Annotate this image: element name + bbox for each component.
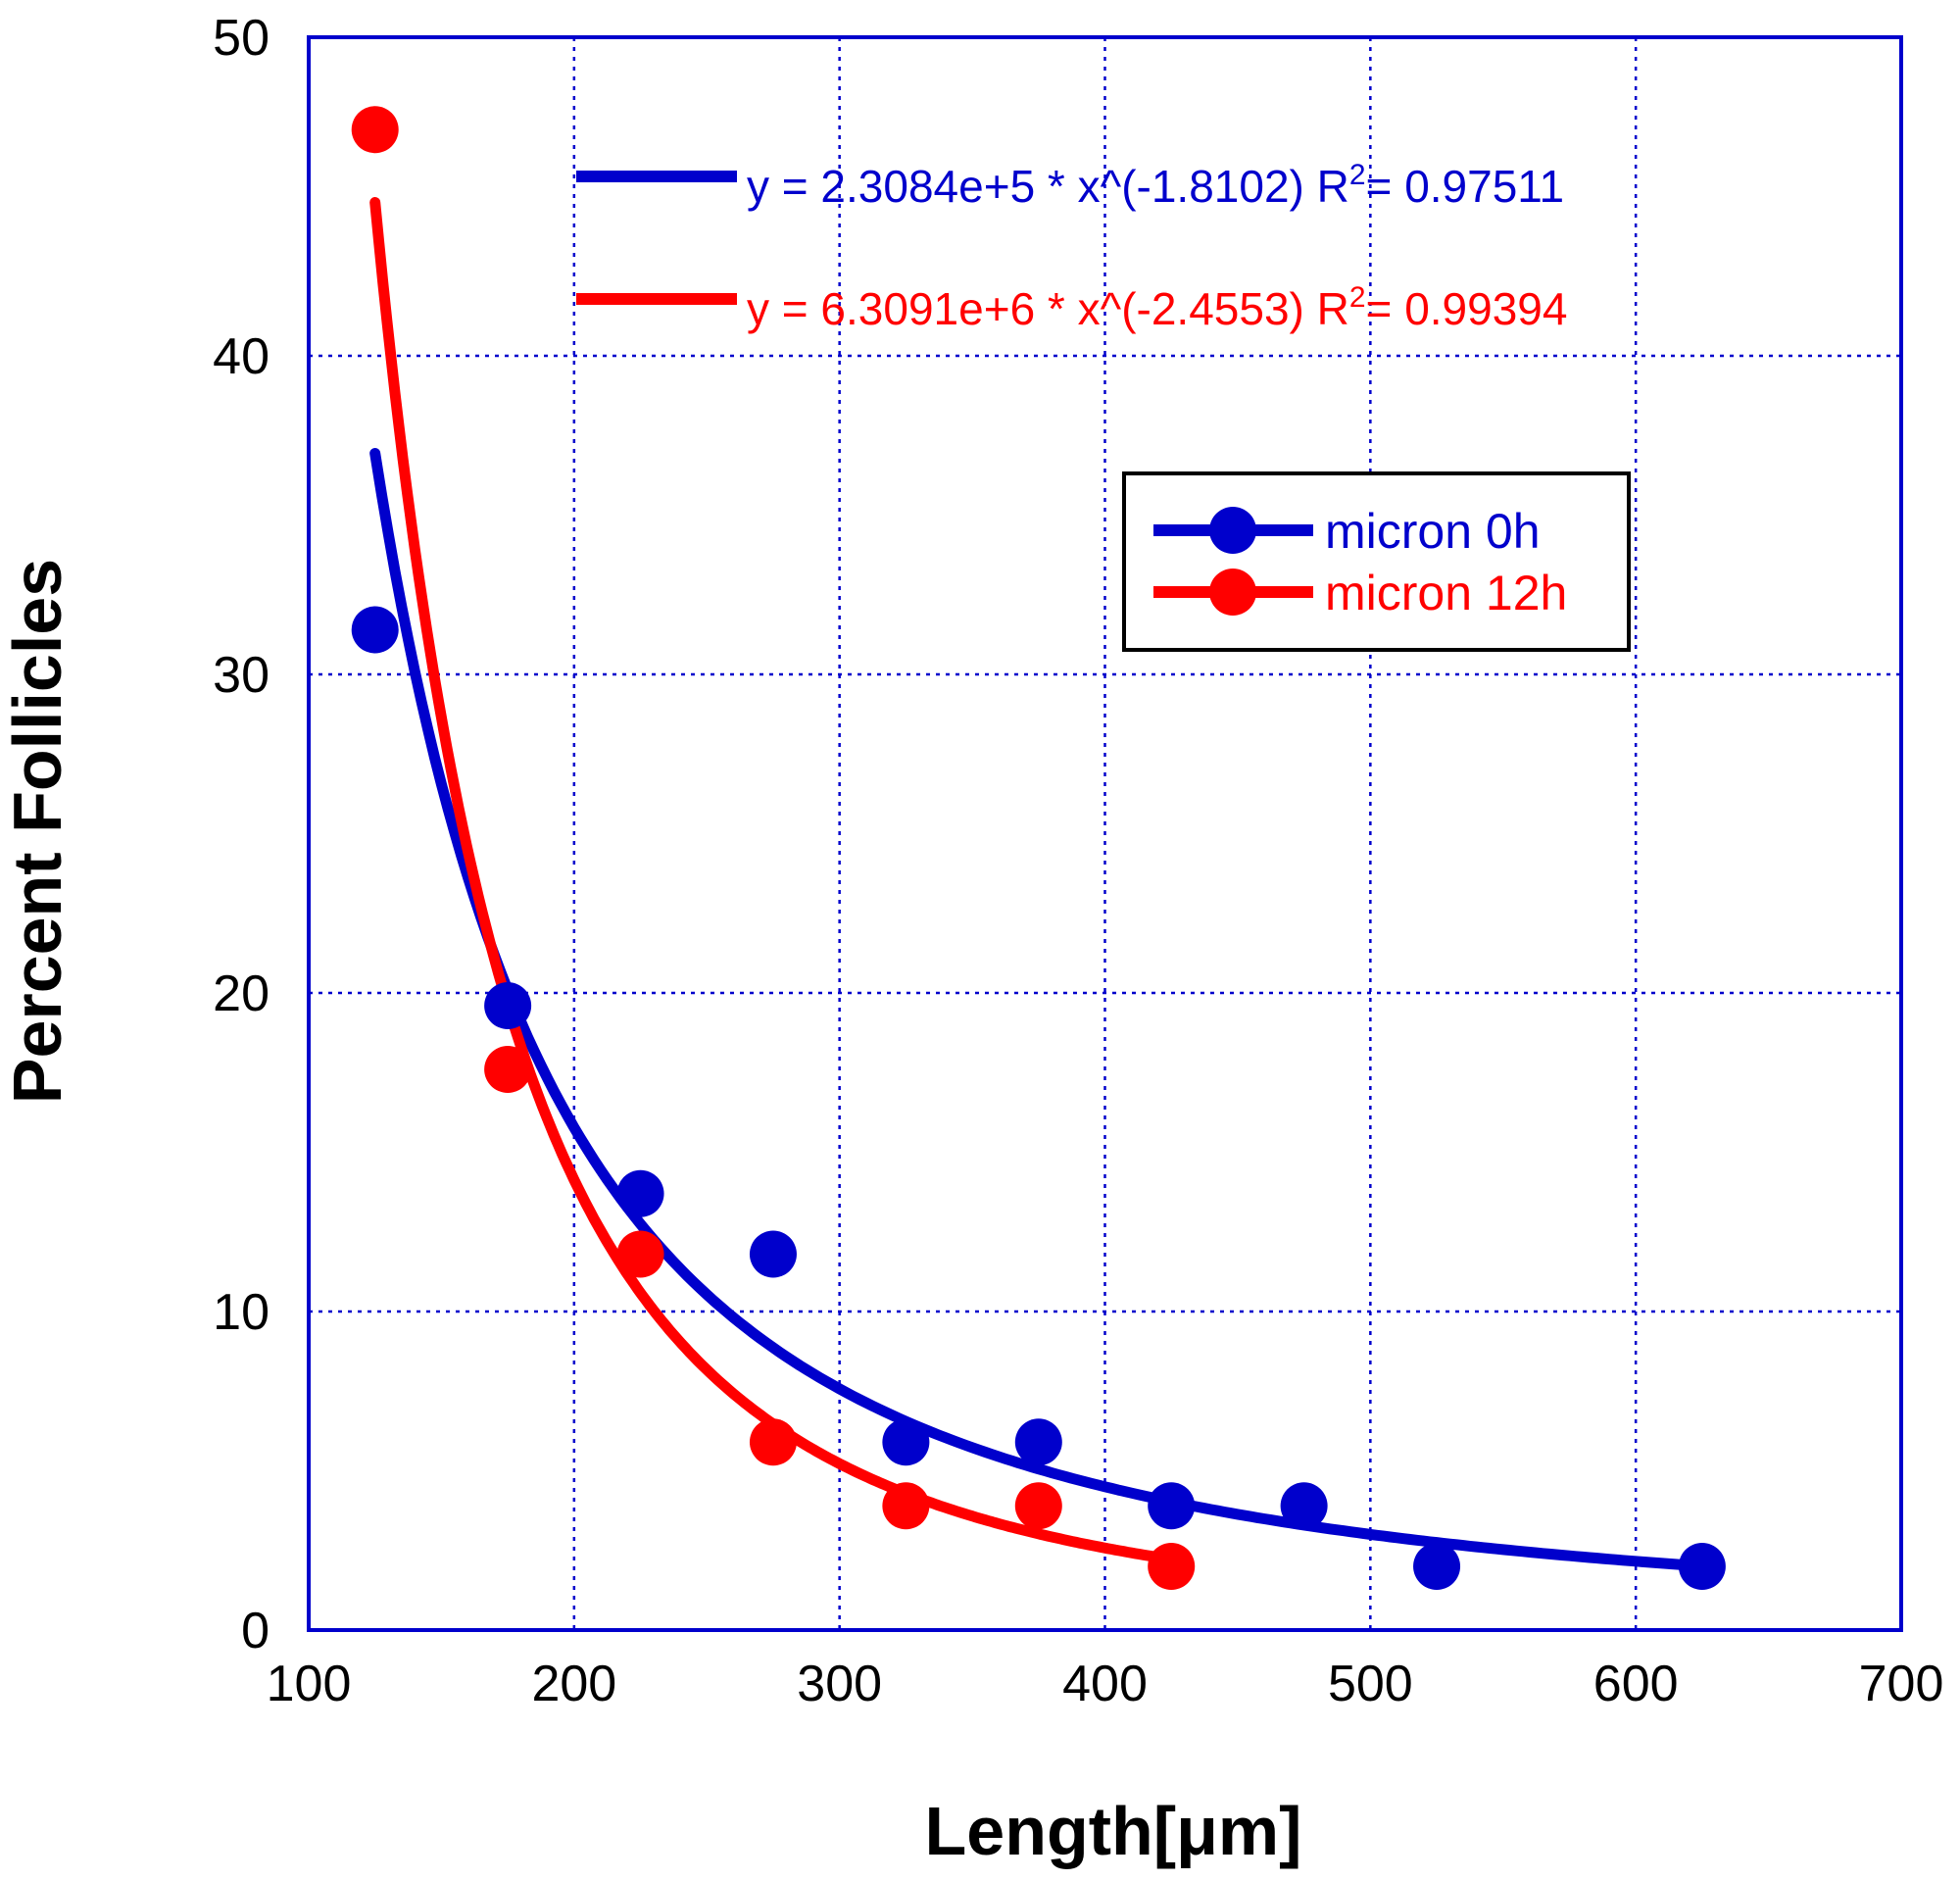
data-point	[1014, 1418, 1062, 1466]
data-point	[1148, 1482, 1196, 1530]
data-point	[1678, 1543, 1726, 1590]
tick-labels: 100 200 300 400 500 600 700 0 10 20 30 40 50	[213, 10, 1943, 1712]
data-point	[1148, 1543, 1196, 1590]
x-tick-label: 400	[1062, 1656, 1148, 1712]
y-axis-title: Percent Follicles	[0, 559, 75, 1104]
x-tick-label: 700	[1859, 1656, 1944, 1712]
legend-marker-0h	[1209, 507, 1256, 554]
plot-frame	[307, 35, 1903, 1632]
data-point	[749, 1418, 797, 1466]
data-point	[882, 1418, 930, 1466]
data-point	[749, 1230, 797, 1278]
legend: micron 0h micron 12h	[1122, 471, 1631, 652]
x-tick-label: 600	[1593, 1656, 1679, 1712]
fit-curve	[369, 448, 1708, 1572]
data-points	[351, 106, 1726, 1590]
data-point	[616, 1230, 664, 1278]
y-tick-label: 10	[213, 1284, 270, 1341]
x-axis-title: Length[μm]	[925, 1793, 1302, 1869]
legend-label-12h: micron 12h	[1325, 566, 1567, 620]
legend-label-0h: micron 0h	[1325, 504, 1541, 559]
data-point	[484, 982, 532, 1029]
y-tick-label: 50	[213, 10, 270, 67]
y-tick-label: 20	[213, 965, 270, 1022]
fit-curve	[369, 197, 1177, 1565]
fit-equation-0h: y = 2.3084e+5 * x^(-1.8102) R2= 0.97511	[747, 159, 1564, 212]
data-point	[616, 1169, 664, 1217]
fit-equation-12h: y = 6.3091e+6 * x^(-2.4553) R2= 0.99394	[747, 281, 1567, 334]
data-point	[1413, 1543, 1461, 1590]
data-point	[351, 606, 399, 654]
data-point	[1280, 1482, 1328, 1530]
data-point	[1014, 1482, 1062, 1530]
y-tick-label: 30	[213, 647, 270, 704]
data-point	[351, 106, 399, 154]
x-tick-label: 100	[267, 1656, 352, 1712]
data-point	[484, 1046, 532, 1093]
grid	[307, 35, 1903, 1632]
x-tick-label: 300	[797, 1656, 882, 1712]
y-tick-label: 40	[213, 328, 270, 385]
data-point	[882, 1482, 930, 1530]
fit-equations: y = 2.3084e+5 * x^(-1.8102) R2= 0.97511 …	[576, 159, 1567, 334]
legend-marker-12h	[1209, 569, 1256, 616]
x-tick-label: 500	[1328, 1656, 1413, 1712]
legend-box	[1122, 471, 1631, 652]
x-tick-label: 200	[531, 1656, 616, 1712]
y-tick-label: 0	[241, 1603, 270, 1659]
